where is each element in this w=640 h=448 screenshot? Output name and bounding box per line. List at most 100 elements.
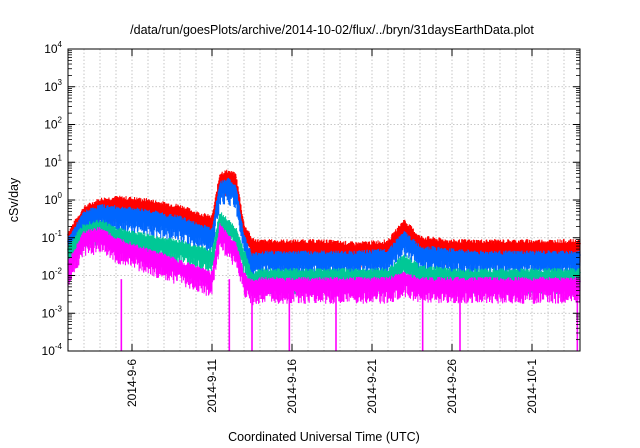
data-point [243, 236, 245, 239]
data-point [243, 274, 245, 277]
data-point [147, 251, 149, 254]
y-tick-label: 10-2 [42, 267, 63, 283]
data-point [483, 242, 485, 245]
data-point [227, 181, 229, 183]
data-point [83, 214, 85, 216]
dropout-spikes [120, 279, 579, 351]
data-point [227, 172, 229, 175]
data-point [483, 271, 485, 274]
data-point [403, 256, 405, 259]
data-point [515, 280, 517, 283]
data-point [419, 248, 421, 250]
series-layer [67, 169, 581, 351]
data-point [547, 254, 549, 256]
data-point [211, 251, 213, 254]
data-point [83, 209, 85, 211]
data-point [83, 233, 85, 236]
data-point [115, 240, 117, 243]
data-point [323, 254, 325, 256]
data-point [451, 242, 453, 245]
data-point [115, 230, 117, 232]
data-point [355, 245, 357, 247]
y-tick-label: 10-1 [42, 229, 63, 245]
data-point [195, 225, 197, 228]
data-point [235, 187, 237, 190]
data-point [387, 271, 389, 274]
data-point [419, 238, 421, 241]
y-tick-label: 100 [44, 191, 62, 207]
data-point [131, 210, 133, 213]
x-axis: 2014-9-6 2014-9-11 2014-9-16 2014-9-21 2014-… [125, 49, 539, 414]
data-point [323, 280, 325, 283]
y-tick-label: 103 [44, 78, 62, 94]
data-point [211, 218, 213, 221]
data-point [291, 254, 293, 256]
data-point [323, 242, 325, 245]
data-point [115, 209, 117, 211]
data-point [243, 251, 245, 254]
data-point [211, 274, 213, 277]
y-axis: 10-4 10-3 10-2 10-1 100 101 102 103 104 [42, 40, 580, 358]
data-point [179, 242, 181, 245]
data-point [115, 199, 117, 201]
data-point [219, 174, 221, 177]
data-point [259, 271, 261, 274]
data-point [131, 200, 133, 202]
data-point [451, 271, 453, 274]
y-tick-label: 101 [44, 153, 62, 169]
data-point [83, 225, 85, 228]
data-point [387, 251, 389, 254]
y-tick-label: 10-4 [42, 342, 63, 358]
data-point [547, 242, 549, 245]
data-point [179, 263, 181, 265]
data-point [251, 256, 253, 259]
y-axis-label: cSv/day [7, 177, 21, 222]
x-tick-label: 2014-9-11 [205, 359, 219, 413]
data-point [419, 280, 421, 283]
data-point [163, 256, 165, 259]
x-tick-label: 2014-10-1 [525, 359, 539, 414]
data-point [419, 268, 421, 270]
x-tick-label: 2014-9-16 [285, 359, 299, 414]
data-point [355, 254, 357, 256]
chart-title: /data/run/goesPlots/archive/2014-10-02/f… [130, 23, 534, 37]
data-point [147, 212, 149, 214]
data-point [235, 230, 237, 232]
data-point [195, 248, 197, 250]
data-point [99, 207, 101, 210]
data-point [291, 242, 293, 245]
x-tick-label: 2014-9-21 [365, 359, 379, 414]
y-tick-label: 102 [44, 116, 62, 132]
data-point [251, 240, 253, 243]
data-point [547, 280, 549, 283]
data-point [99, 200, 101, 203]
data-point [291, 280, 293, 283]
data-point [259, 242, 261, 245]
x-tick-label: 2014-9-26 [445, 359, 459, 414]
data-point [147, 201, 149, 204]
data-point [195, 214, 197, 216]
x-axis-label: Coordinated Universal Time (UTC) [228, 430, 420, 444]
data-point [163, 205, 165, 207]
data-point [387, 280, 389, 283]
data-point [515, 271, 517, 274]
data-point [131, 233, 133, 236]
data-point [403, 221, 405, 224]
data-point [323, 271, 325, 274]
data-point [99, 230, 101, 232]
data-point [147, 236, 149, 239]
data-point [235, 245, 237, 247]
y-tick-label: 10-3 [42, 304, 63, 320]
data-point [219, 225, 221, 228]
data-point [403, 233, 405, 236]
y-tick-label: 104 [44, 40, 62, 56]
data-point [235, 176, 237, 179]
data-point [219, 184, 221, 186]
data-point [291, 271, 293, 274]
data-point [403, 274, 405, 277]
data-point [227, 236, 229, 239]
data-point [163, 216, 165, 219]
data-point [259, 254, 261, 256]
data-point [451, 280, 453, 283]
